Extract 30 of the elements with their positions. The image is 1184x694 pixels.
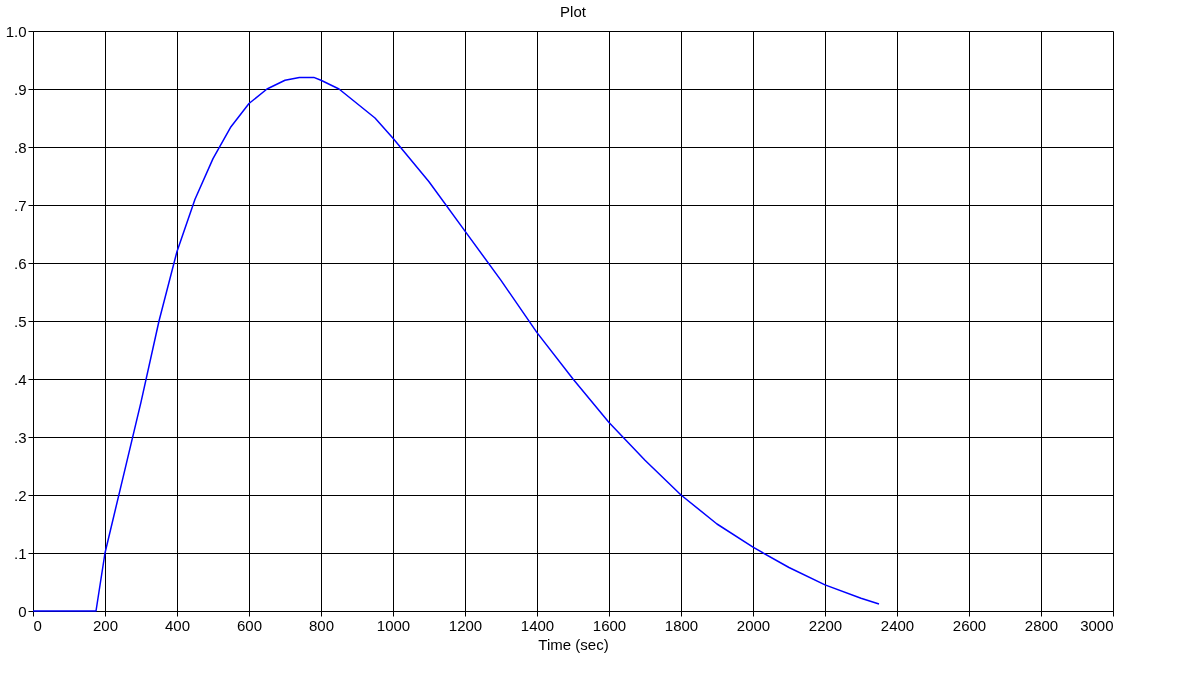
x-tick-label: 1400 — [520, 616, 555, 634]
y-tick-label: .7 — [13, 196, 27, 214]
y-tick-label: .6 — [13, 254, 27, 272]
chart-title: Plot — [560, 3, 587, 20]
x-tick-label: 2400 — [880, 616, 915, 634]
x-tick-label: 600 — [236, 616, 263, 634]
y-tick-label: 1.0 — [5, 22, 27, 40]
x-tick-label: 2800 — [1024, 616, 1059, 634]
x-tick-label: 200 — [92, 616, 119, 634]
x-tick-label: 3000 — [1080, 616, 1114, 634]
x-tick-label: 400 — [164, 616, 191, 634]
y-tick-label: .2 — [13, 486, 27, 504]
x-tick-label: 800 — [308, 616, 335, 634]
x-tick-label: 1000 — [376, 616, 411, 634]
y-tick-label: .8 — [13, 138, 27, 156]
x-tick-label: 1200 — [448, 616, 483, 634]
y-tick-label: .4 — [13, 370, 27, 388]
y-tick-label: .9 — [13, 80, 27, 98]
y-tick-label: .5 — [13, 312, 27, 330]
x-tick-label: 1600 — [592, 616, 627, 634]
x-tick-label: 2600 — [952, 616, 987, 634]
y-tick-label: .1 — [13, 544, 27, 562]
x-tick-label: 0 — [33, 616, 42, 634]
y-tick-label: .3 — [13, 428, 27, 446]
x-tick-label: 2200 — [808, 616, 843, 634]
y-tick-label: 0 — [18, 602, 27, 620]
x-tick-label: 2000 — [736, 616, 771, 634]
x-axis-title: Time (sec) — [538, 635, 609, 653]
x-tick-label: 1800 — [664, 616, 699, 634]
line-series — [32, 76, 880, 612]
